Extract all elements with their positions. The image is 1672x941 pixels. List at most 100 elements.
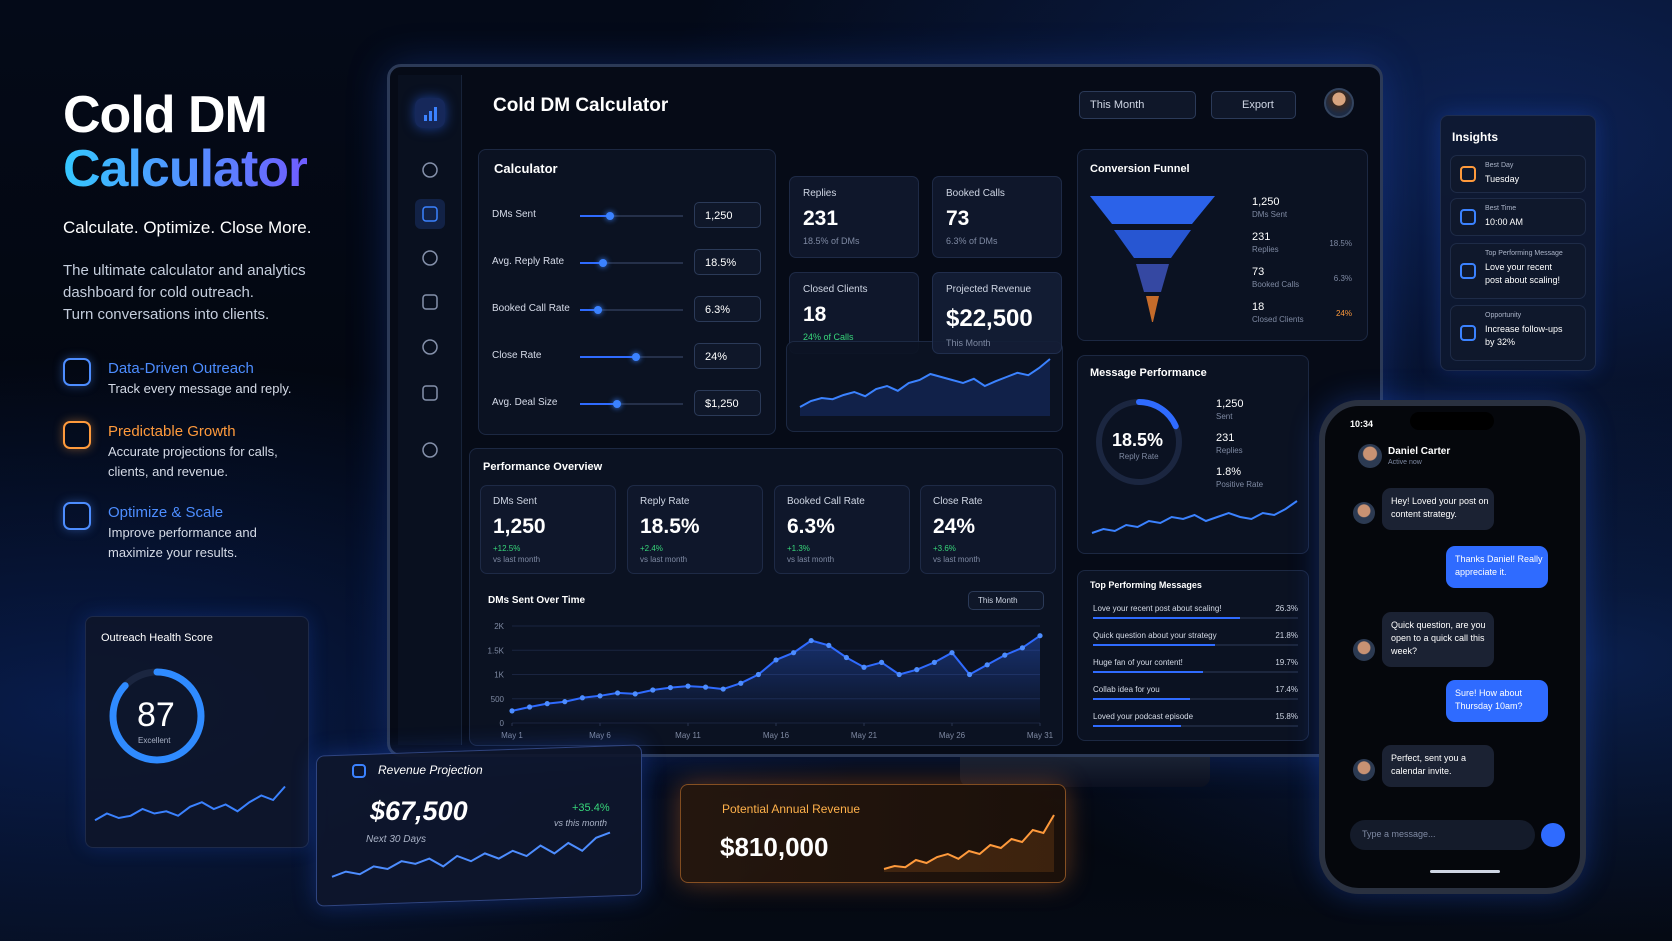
- funnel-label: Replies: [1252, 245, 1279, 254]
- input-value-text: 24%: [705, 351, 728, 363]
- slider-thumb[interactable]: [606, 212, 614, 220]
- data-point: [773, 657, 779, 663]
- input-value[interactable]: 18.5%: [694, 249, 761, 275]
- sparkline: [94, 785, 286, 822]
- funnel-pct: 18.5%: [1329, 239, 1352, 248]
- chat-text: Thursday 10am?: [1455, 701, 1523, 711]
- sidebar-icon[interactable]: [415, 155, 445, 185]
- icon-shape: [422, 385, 438, 401]
- calculator-panel: [478, 149, 776, 435]
- projected-card: [932, 272, 1062, 354]
- message-avatar: [1353, 639, 1375, 661]
- x-tick-label: May 31: [1027, 731, 1054, 740]
- data-point: [509, 708, 515, 714]
- overview-value: 1,250: [493, 515, 546, 538]
- funnel-label: Closed Clients: [1252, 315, 1304, 324]
- export-button[interactable]: Export: [1211, 91, 1296, 119]
- feature-icon: [63, 421, 91, 449]
- data-point: [1002, 652, 1008, 658]
- input-value[interactable]: 6.3%: [694, 296, 761, 322]
- overview-change: +3.6%: [933, 544, 956, 553]
- overview-value: 24%: [933, 515, 976, 538]
- revenue-change: +35.4%: [572, 802, 610, 814]
- sidebar-icon[interactable]: [415, 98, 445, 128]
- data-point: [1019, 645, 1025, 651]
- message-avatar: [1353, 502, 1375, 524]
- funnel-stage: [1136, 264, 1169, 292]
- phone-notch: [1410, 412, 1494, 430]
- export-label: Export: [1242, 99, 1274, 111]
- slider-thumb[interactable]: [632, 353, 640, 361]
- summary-card: [789, 272, 919, 354]
- rate-bar: [1093, 698, 1191, 700]
- input-value[interactable]: 24%: [694, 343, 761, 369]
- insight-value: post about scaling!: [1485, 275, 1561, 285]
- sidebar-icon[interactable]: [415, 435, 445, 465]
- data-point: [1037, 633, 1043, 639]
- data-point: [632, 691, 638, 697]
- overview-label: Close Rate: [933, 496, 983, 507]
- sidebar-icon[interactable]: [415, 199, 445, 229]
- sparkline: [331, 831, 611, 878]
- overview-note: vs last month: [493, 555, 541, 564]
- feature-text: clients, and revenue.: [108, 464, 228, 479]
- line-area: [512, 635, 1040, 723]
- rate-bar: [1093, 644, 1216, 646]
- summary-label: Closed Clients: [803, 284, 868, 295]
- chat-bubble: [1382, 488, 1494, 530]
- sparkline: [1091, 500, 1298, 534]
- insight-icon: [1460, 166, 1476, 182]
- insight-label: Best Day: [1485, 162, 1514, 169]
- revenue-sparkline: [331, 831, 611, 878]
- chat-text: open to a quick call this: [1391, 633, 1485, 643]
- message-rate: 17.4%: [1275, 685, 1298, 694]
- message-rate: 19.7%: [1275, 658, 1298, 667]
- sidebar-icon[interactable]: [415, 378, 445, 408]
- chart-period-dropdown[interactable]: This Month: [968, 591, 1044, 610]
- data-point: [615, 690, 621, 696]
- x-tick-label: May 6: [589, 731, 611, 740]
- insight-value: 10:00 AM: [1485, 217, 1524, 227]
- slider-fill: [580, 403, 617, 405]
- sidebar-icon[interactable]: [415, 332, 445, 362]
- icon-bar: [429, 111, 432, 121]
- icon-shape: [422, 294, 438, 310]
- health-label: Excellent: [138, 736, 171, 745]
- panel-title: Conversion Funnel: [1090, 163, 1190, 175]
- slider-thumb[interactable]: [599, 259, 607, 267]
- panel-title: Performance Overview: [483, 461, 603, 473]
- health-score: 87: [137, 696, 175, 734]
- overview-card: [774, 485, 910, 574]
- slider-thumb[interactable]: [613, 400, 621, 408]
- input-value[interactable]: 1,250: [694, 202, 761, 228]
- stat-label: Sent: [1216, 412, 1233, 421]
- input-value-text: 1,250: [705, 210, 733, 222]
- feature-icon: [63, 502, 91, 530]
- input-value-text: 18.5%: [705, 257, 737, 269]
- overview-note: vs last month: [640, 555, 688, 564]
- x-tick-label: May 21: [851, 731, 878, 740]
- slider-track: [580, 262, 683, 264]
- stat-value: 1,250: [1216, 398, 1244, 410]
- icon: [422, 294, 438, 310]
- sidebar-icon[interactable]: [415, 287, 445, 317]
- sidebar-icon[interactable]: [415, 243, 445, 273]
- hero-description: The ultimate calculator and analytics: [63, 262, 306, 279]
- funnel-value: 231: [1252, 231, 1271, 243]
- insight-value: Tuesday: [1485, 174, 1520, 184]
- period-dropdown[interactable]: This Month: [1079, 91, 1196, 119]
- input-value[interactable]: $1,250: [694, 390, 761, 416]
- ring-progress: [1096, 399, 1182, 485]
- hero-description: Turn conversations into clients.: [63, 306, 270, 323]
- user-avatar[interactable]: [1324, 88, 1354, 118]
- data-point: [843, 654, 849, 661]
- insight-value: Increase follow-ups: [1485, 324, 1563, 334]
- panel-title: Top Performing Messages: [1090, 580, 1202, 590]
- annual-revenue-card: [680, 784, 1066, 883]
- slider-thumb[interactable]: [594, 306, 602, 314]
- x-tick-label: May 11: [675, 731, 701, 740]
- send-button[interactable]: [1541, 823, 1565, 847]
- data-point: [685, 683, 691, 689]
- message-input[interactable]: Type a message...: [1350, 820, 1535, 850]
